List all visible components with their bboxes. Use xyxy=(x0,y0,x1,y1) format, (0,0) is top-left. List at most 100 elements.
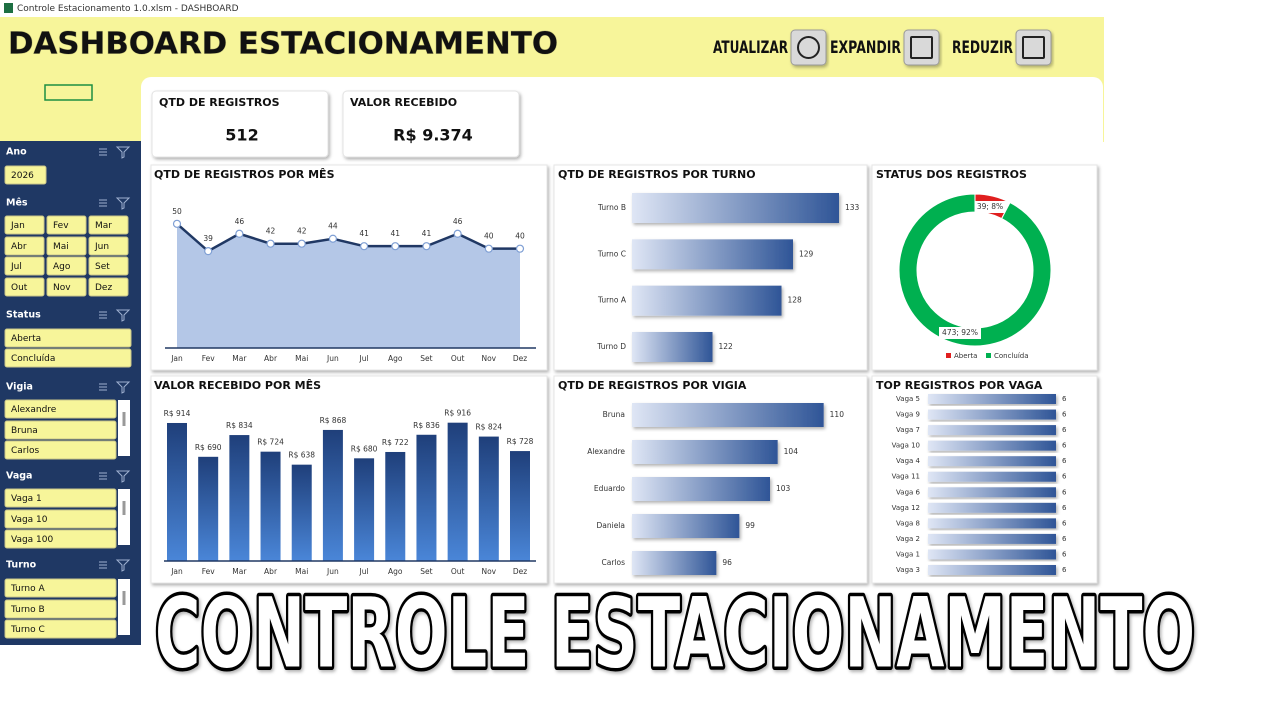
filter-icon[interactable] xyxy=(115,146,131,159)
data-label: 6 xyxy=(1062,426,1067,434)
x-tick-label: Abr xyxy=(264,354,278,363)
data-label: 40 xyxy=(484,232,494,241)
slicer-item[interactable] xyxy=(88,277,129,297)
x-tick-label: Fev xyxy=(202,567,216,576)
x-tick-label: Ago xyxy=(388,567,403,576)
slicer-item-label: Concluída xyxy=(11,354,55,364)
slicer-item[interactable] xyxy=(4,440,117,460)
slicer-item-label: Bruna xyxy=(11,426,38,436)
y-tick-label: Vaga 3 xyxy=(896,566,920,574)
marker xyxy=(204,247,213,256)
header-button-label[interactable]: REDUZIR xyxy=(952,38,1013,58)
slicer-scroll-thumb[interactable] xyxy=(122,412,126,426)
slicer-item[interactable] xyxy=(4,215,45,235)
data-label: 39 xyxy=(203,234,213,243)
x-tick-label: Jun xyxy=(326,354,339,363)
line xyxy=(176,222,520,253)
chart-title: TOP REGISTROS POR VAGA xyxy=(876,379,1043,392)
slicer-item[interactable] xyxy=(4,399,117,419)
data-label: 122 xyxy=(719,342,734,351)
data-label: 44 xyxy=(328,222,338,231)
data-label: 6 xyxy=(1062,504,1067,512)
data-label: 6 xyxy=(1062,411,1067,419)
kpi-label: VALOR RECEBIDO xyxy=(350,96,457,109)
slicer-item[interactable] xyxy=(46,256,87,276)
chart-title: QTD DE REGISTROS POR MÊS xyxy=(154,168,335,181)
slicer-item-label: Jan xyxy=(10,221,25,231)
icon-glyph xyxy=(797,36,820,59)
slicer-item-label: Dez xyxy=(95,283,112,293)
data-label: 6 xyxy=(1062,566,1067,574)
y-tick-label: Vaga 8 xyxy=(896,519,920,527)
x-tick-label: Mar xyxy=(232,354,247,363)
header-button-icon[interactable] xyxy=(1015,29,1052,66)
data-label: 473; 92% xyxy=(942,328,978,337)
filter-icon[interactable] xyxy=(115,470,131,483)
x-tick-label: Out xyxy=(451,567,465,576)
data-label: R$ 728 xyxy=(507,437,534,446)
slicer-item[interactable] xyxy=(4,488,117,508)
slicer-item[interactable] xyxy=(46,236,87,256)
marker xyxy=(172,219,182,228)
data-label: 110 xyxy=(830,410,845,419)
header-button-icon[interactable] xyxy=(903,29,940,66)
slicer-item[interactable] xyxy=(88,236,129,256)
data-label: 41 xyxy=(359,229,369,238)
slicer-title: Turno xyxy=(6,560,37,571)
slicer-item[interactable] xyxy=(88,256,129,276)
slicer-item[interactable] xyxy=(4,578,117,598)
bar xyxy=(229,435,250,561)
header-button-label[interactable]: EXPANDIR xyxy=(830,38,901,58)
slicer-item[interactable] xyxy=(4,165,47,185)
slicer-item[interactable] xyxy=(4,328,132,348)
slicer-item[interactable] xyxy=(4,619,117,639)
x-tick-label: Dez xyxy=(513,354,527,363)
slicer-item[interactable] xyxy=(4,509,117,529)
chart-title: QTD DE REGISTROS POR VIGIA xyxy=(558,379,747,392)
slicer-item[interactable] xyxy=(88,215,129,235)
bar xyxy=(632,440,778,464)
slicer-item[interactable] xyxy=(4,420,117,440)
filter-icon[interactable] xyxy=(115,559,131,572)
bar xyxy=(632,193,839,223)
data-label: 46 xyxy=(453,217,463,226)
slicer-item[interactable] xyxy=(46,215,87,235)
y-tick-label: Turno B xyxy=(597,203,626,212)
slicer-scroll-thumb[interactable] xyxy=(122,501,126,515)
slicer-item[interactable] xyxy=(46,277,87,297)
excel-icon xyxy=(4,3,13,13)
slicer-item[interactable] xyxy=(4,236,45,256)
header-button-label[interactable]: ATUALIZAR xyxy=(713,38,788,58)
x-tick-label: Nov xyxy=(481,354,496,363)
slicer-item-label: Fev xyxy=(53,221,69,231)
x-tick-label: Fev xyxy=(202,354,216,363)
filter-icon[interactable] xyxy=(115,197,131,210)
data-label: R$ 724 xyxy=(257,438,284,447)
slicer-scroll-thumb[interactable] xyxy=(122,591,126,605)
bar xyxy=(167,422,187,561)
y-tick-label: Vaga 10 xyxy=(892,442,920,450)
slicer-item-label: Alexandre xyxy=(11,405,57,415)
slicer-item[interactable] xyxy=(4,529,117,549)
chart-title: VALOR RECEBIDO POR MÊS xyxy=(154,379,321,392)
data-label: R$ 638 xyxy=(288,451,315,460)
slicer-item-label: Nov xyxy=(53,283,71,293)
slicer-item-label: Jun xyxy=(94,242,109,252)
slicer-title: Mês xyxy=(6,198,28,209)
slicer-item[interactable] xyxy=(4,599,117,619)
y-tick-label: Vaga 5 xyxy=(896,395,920,403)
data-label: 41 xyxy=(422,229,432,238)
header-button-icon[interactable] xyxy=(790,29,827,66)
bar xyxy=(260,451,281,561)
slicer-item[interactable] xyxy=(4,256,45,276)
icon-glyph xyxy=(1022,36,1045,59)
slicer-item[interactable] xyxy=(4,348,132,368)
bar xyxy=(385,451,406,561)
marker xyxy=(484,244,493,253)
filter-icon[interactable] xyxy=(115,309,131,322)
bar xyxy=(632,514,740,538)
filter-icon[interactable] xyxy=(115,381,131,394)
kpi-card xyxy=(151,90,329,158)
slicer-item[interactable] xyxy=(4,277,45,297)
